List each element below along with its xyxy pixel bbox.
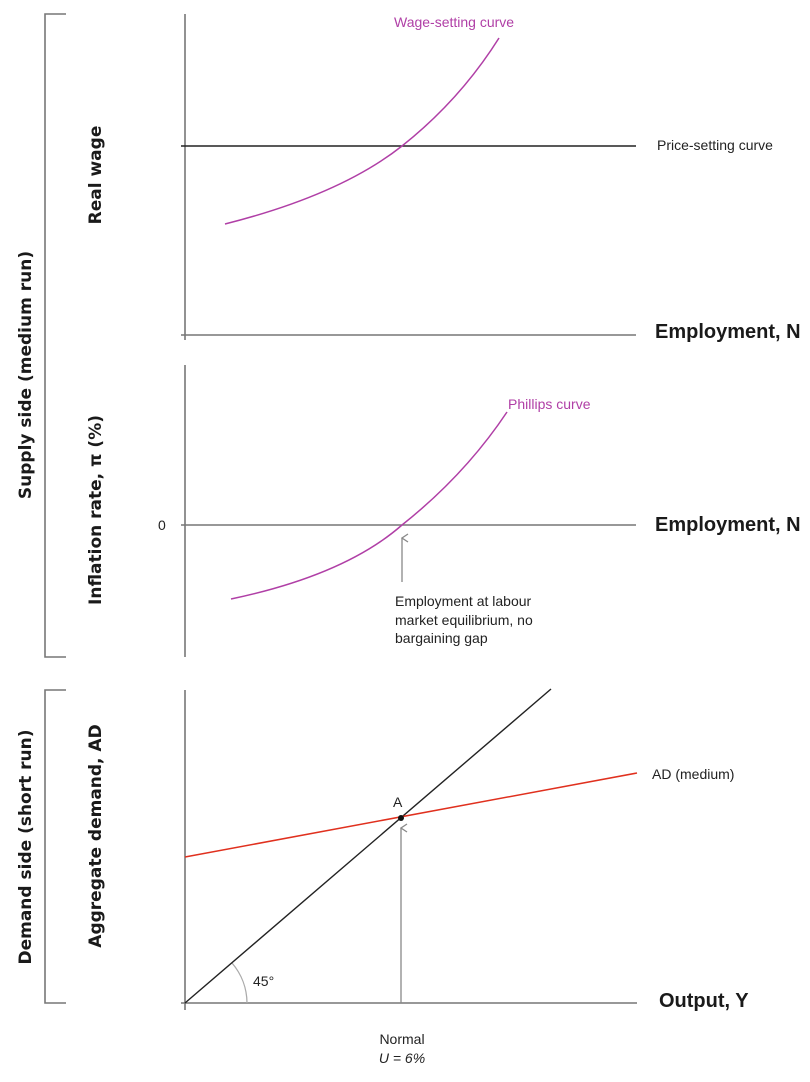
aggregate-demand-axis-label: Aggregate demand, AD (86, 724, 106, 947)
wage-setting-label: Wage-setting curve (394, 14, 514, 30)
normal-output-label-line1: Normal (379, 1031, 424, 1047)
phillips-curve (230, 411, 508, 600)
bottom-x-axis-label: Output, Y (659, 990, 749, 1012)
top-x-axis-label: Employment, N (655, 321, 801, 343)
equilibrium-annotation-line2: market equilibrium, no (395, 612, 533, 628)
phillips-curve-label: Phillips curve (508, 396, 591, 412)
angle-arc (231, 962, 248, 1004)
ad-medium-line (184, 772, 638, 858)
angle-label: 45° (253, 973, 274, 989)
normal-output-label-line2: U = 6% (379, 1050, 425, 1066)
equilibrium-annotation-line3: bargaining gap (395, 630, 488, 646)
supply-side-label: Supply side (medium run) (16, 251, 36, 499)
forty-five-degree-line (184, 688, 552, 1004)
ad-medium-label: AD (medium) (652, 766, 734, 782)
zero-tick-label: 0 (158, 517, 166, 533)
supply-bracket (44, 13, 66, 658)
wage-setting-curve (224, 37, 500, 225)
real-wage-axis-label: Real wage (86, 126, 106, 225)
point-a (398, 815, 404, 821)
equilibrium-annotation-line1: Employment at labour (395, 593, 532, 609)
price-setting-label: Price-setting curve (657, 137, 773, 153)
middle-x-axis-label: Employment, N (655, 514, 801, 536)
point-a-label: A (393, 794, 403, 810)
demand-bracket (44, 689, 66, 1004)
demand-side-label: Demand side (short run) (16, 729, 36, 964)
inflation-axis-label: Inflation rate, π (%) (86, 415, 106, 605)
